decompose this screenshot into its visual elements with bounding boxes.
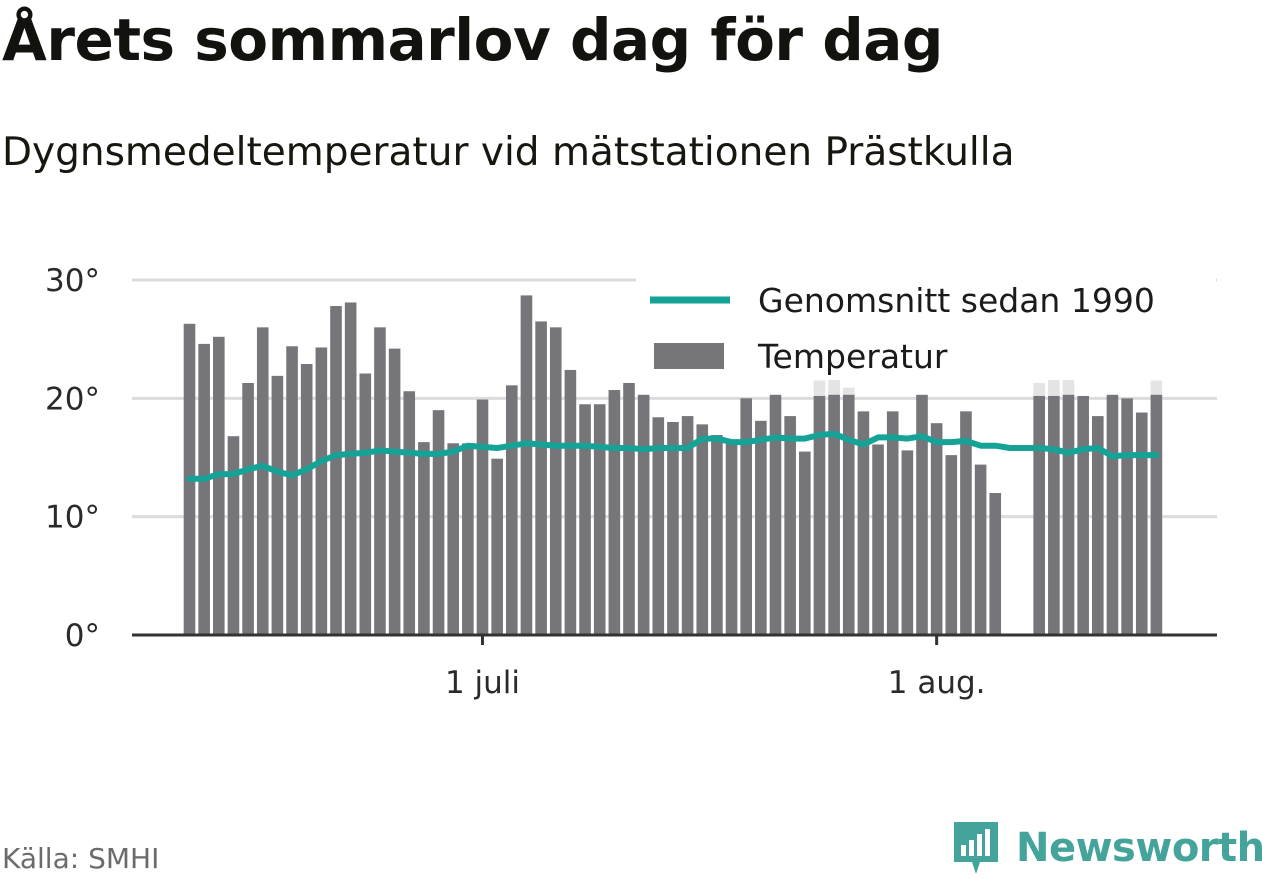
temperature-bar: [901, 450, 914, 635]
temperature-bar: [476, 399, 489, 635]
temperature-bar: [842, 394, 855, 635]
temperature-bar: [256, 327, 269, 635]
temperature-bar: [1106, 394, 1119, 635]
temperature-bar: [1121, 398, 1133, 635]
bar-chart-logo-icon: [954, 822, 998, 874]
temperature-chart: 0° 10° 20° 30° 1 juli 1 aug. Genomsnitt seda…: [45, 263, 1217, 701]
y-tick-label: 20°: [45, 381, 100, 417]
legend-label-temperature: Temperatur: [757, 337, 948, 376]
temperature-bar: [388, 348, 401, 635]
temperature-bar: [1150, 394, 1163, 635]
temperature-bar: [857, 411, 870, 635]
temperature-bar: [198, 343, 210, 635]
temperature-bar: [1135, 412, 1148, 635]
temperature-bar: [213, 336, 225, 635]
x-axis-ticks: 1 juli 1 aug.: [445, 635, 986, 701]
temperature-bar: [227, 436, 240, 635]
brand: Newsworthy: [950, 818, 1262, 878]
temperature-bar: [374, 327, 386, 635]
y-tick-label: 10°: [45, 500, 100, 536]
temperature-bar: [623, 382, 635, 635]
temperature-bar: [432, 410, 445, 635]
y-axis-ticks: 0° 10° 20° 30°: [45, 263, 100, 654]
temperature-bar: [960, 411, 972, 635]
temperature-bar: [418, 442, 430, 635]
temperature-bar: [930, 423, 943, 635]
average-line-path: [186, 430, 1160, 482]
temperature-bar: [447, 443, 459, 635]
temperature-bar: [886, 411, 899, 635]
chart-subtitle: Dygnsmedeltemperatur vid mätstationen Pr…: [2, 130, 1015, 175]
legend: Genomsnitt sedan 1990 Temperatur: [636, 278, 1216, 380]
y-tick-label: 30°: [45, 263, 100, 299]
brand-name: Newsworthy: [1016, 825, 1262, 871]
temperature-bar: [725, 440, 738, 635]
chart-title: Årets sommarlov dag för dag: [2, 6, 943, 74]
temperature-bar: [828, 394, 840, 635]
temperature-bar: [696, 424, 709, 635]
temperature-bar: [608, 390, 621, 635]
temperature-bar: [872, 444, 884, 635]
temperature-bar: [1092, 416, 1104, 635]
temperature-bar: [652, 417, 665, 635]
temperature-bar: [916, 394, 928, 635]
legend-bar-swatch: [654, 343, 724, 369]
temperature-bar: [769, 394, 782, 635]
x-tick-label: 1 juli: [445, 665, 520, 701]
temperature-bar: [300, 364, 313, 635]
temperature-bar: [711, 435, 723, 635]
temperature-bar: [945, 455, 958, 635]
temperature-bar: [1077, 395, 1089, 635]
temperature-bar: [491, 458, 503, 635]
y-tick-label: 0°: [65, 618, 100, 654]
temperature-bar: [564, 369, 577, 635]
temperature-bar: [740, 398, 752, 635]
average-line: [186, 430, 1160, 482]
temperature-bar: [989, 493, 1002, 635]
legend-background: [636, 278, 1216, 380]
temperature-bar: [784, 416, 796, 635]
temperature-bar: [799, 451, 811, 635]
temperature-bar: [344, 302, 357, 635]
temperature-bar: [535, 321, 547, 635]
temperature-bar: [315, 347, 328, 635]
x-tick-label: 1 aug.: [888, 665, 986, 701]
temperature-bar: [1062, 394, 1075, 635]
temperature-bar: [271, 375, 284, 635]
temperature-bar: [1048, 395, 1060, 635]
temperature-bar: [593, 404, 606, 635]
temperature-bar: [330, 306, 342, 635]
temperature-bar: [637, 394, 650, 635]
temperature-bar: [506, 385, 518, 635]
legend-label-average: Genomsnitt sedan 1990: [758, 281, 1155, 320]
temperature-bar: [1033, 395, 1045, 635]
temperature-bar: [242, 382, 254, 635]
source-note: Källa: SMHI: [2, 842, 160, 875]
temperature-bar: [579, 404, 591, 635]
temperature-bar: [974, 464, 987, 635]
temperature-bar: [403, 391, 416, 635]
temperature-bar: [681, 416, 694, 635]
temperature-bar: [286, 346, 298, 635]
temperature-bar: [359, 373, 372, 635]
temperature-bar: [462, 443, 474, 635]
temperature-bar: [520, 295, 533, 635]
temperature-bar: [813, 395, 826, 635]
temperature-bar: [549, 327, 562, 635]
temperature-bars: [183, 295, 1163, 635]
temperature-bar: [755, 420, 767, 635]
temperature-bar: [667, 422, 679, 635]
